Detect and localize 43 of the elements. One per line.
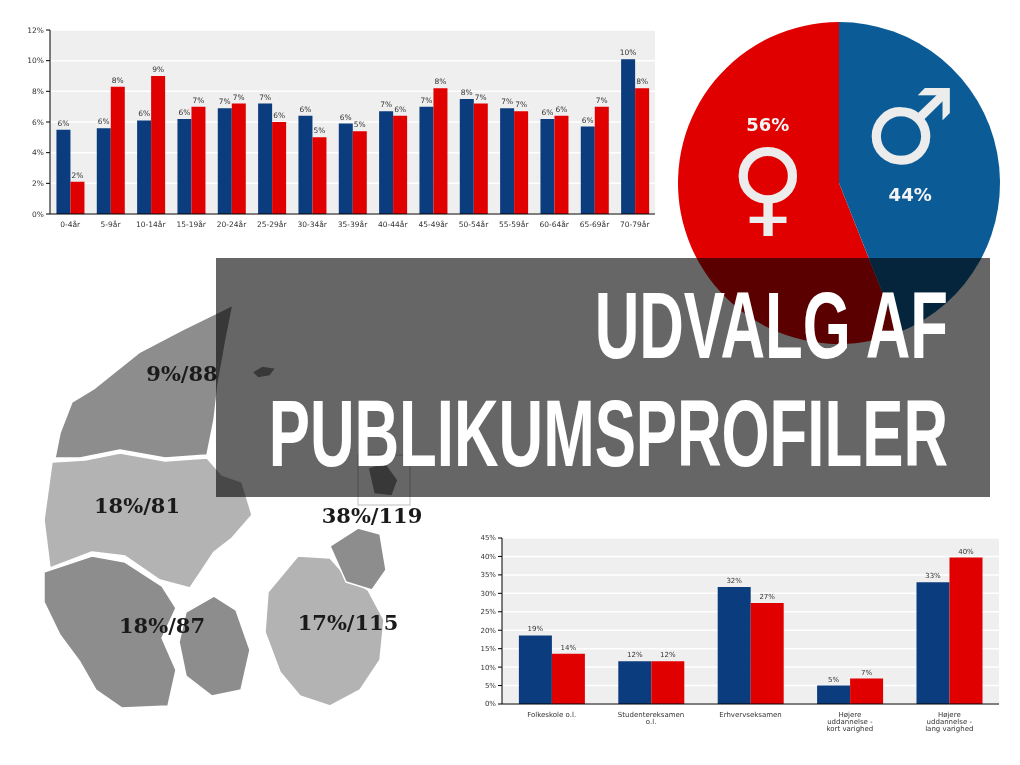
bar [338, 123, 353, 214]
bar [514, 111, 529, 214]
bar [352, 131, 367, 214]
bar [393, 115, 408, 214]
text: 18%/81 [93, 492, 181, 518]
bar [817, 685, 851, 704]
bar [258, 103, 273, 214]
text: 17%/115 [297, 609, 399, 635]
bar [70, 181, 85, 214]
bar [298, 115, 313, 214]
bar [621, 59, 636, 214]
bar [137, 120, 152, 214]
bar [635, 88, 650, 214]
bar [540, 118, 555, 214]
bar [312, 137, 327, 214]
bar [56, 129, 71, 214]
bar [217, 108, 232, 214]
bar [473, 103, 488, 214]
bar [191, 106, 206, 214]
bar [916, 582, 950, 704]
text: 38%/119 [321, 502, 423, 528]
bar [554, 115, 569, 214]
bar [580, 126, 595, 214]
bar [459, 99, 474, 214]
bar [618, 661, 652, 704]
bar [96, 128, 111, 214]
bar [594, 106, 609, 214]
bar [419, 106, 434, 214]
bar [750, 602, 784, 704]
bar [551, 653, 585, 704]
bar [272, 122, 287, 214]
bar [949, 557, 983, 704]
bar [651, 661, 685, 704]
bar [850, 678, 884, 704]
bar [433, 88, 448, 214]
bar [379, 111, 394, 214]
bar [518, 635, 552, 704]
bar [500, 108, 515, 214]
bar [110, 86, 125, 214]
bar [717, 587, 751, 704]
bar [231, 103, 246, 214]
bar [151, 76, 166, 214]
bar [177, 118, 192, 214]
